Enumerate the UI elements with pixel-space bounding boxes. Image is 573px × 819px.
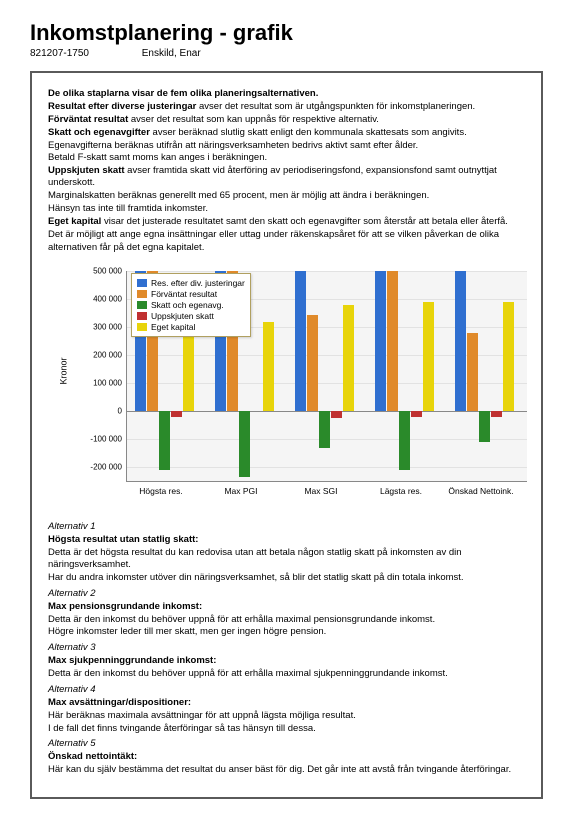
page-subhead: 821207-1750 Enskild, Enar	[30, 48, 543, 59]
intro-line: Skatt och egenavgifter avser beräknad sl…	[48, 127, 525, 139]
alt-text: Här beräknas maximala avsättningar för a…	[48, 710, 525, 722]
alt-head: Alternativ 3	[48, 642, 525, 654]
intro-line: alternativen får på det egna kapitalet.	[48, 242, 525, 254]
bar	[503, 302, 514, 411]
legend-swatch	[137, 279, 147, 287]
legend-swatch	[137, 290, 147, 298]
intro-line: Egenavgifterna beräknas utifrån att näri…	[48, 140, 525, 152]
legend-item: Res. efter div. justeringar	[137, 278, 245, 288]
alt-text: Detta är den inkomst du behöver uppnå fö…	[48, 668, 525, 680]
x-label: Högsta res.	[126, 486, 196, 496]
legend-item: Uppskjuten skatt	[137, 311, 245, 321]
alt-title: Högsta resultat utan statlig skatt:	[48, 534, 525, 546]
y-tick: 200 000	[84, 351, 122, 360]
y-tick: 0	[84, 407, 122, 416]
legend-label: Uppskjuten skatt	[151, 311, 214, 321]
bar	[387, 271, 398, 411]
legend-swatch	[137, 323, 147, 331]
alt-text: Detta är det högsta resultat du kan redo…	[48, 547, 525, 571]
legend-label: Skatt och egenavg.	[151, 300, 224, 310]
x-label: Lägsta res.	[366, 486, 436, 496]
alt-text: Högre inkomster leder till mer skatt, me…	[48, 626, 525, 638]
bar	[423, 302, 434, 411]
alt-title: Max sjukpenninggrundande inkomst:	[48, 655, 525, 667]
page-title: Inkomstplanering - grafik	[30, 20, 543, 46]
bar	[319, 411, 330, 447]
bar-group	[455, 271, 519, 481]
bar	[399, 411, 410, 470]
intro-title: De olika staplarna visar de fem olika pl…	[48, 88, 525, 100]
y-tick: -200 000	[84, 463, 122, 472]
bar	[411, 411, 422, 417]
bar-group	[295, 271, 359, 481]
alt-head: Alternativ 1	[48, 521, 525, 533]
legend-swatch	[137, 301, 147, 309]
bar	[455, 271, 466, 411]
intro-line: Marginalskatten beräknas generellt med 6…	[48, 190, 525, 202]
page: Inkomstplanering - grafik 821207-1750 En…	[0, 0, 573, 819]
intro-lines: Resultat efter diverse justeringar avser…	[48, 101, 525, 254]
intro-line: Förväntat resultat avser det resultat so…	[48, 114, 525, 126]
intro-line: Det är möjligt att ange egna insättninga…	[48, 229, 525, 241]
content-frame: De olika staplarna visar de fem olika pl…	[30, 71, 543, 799]
bar	[295, 271, 306, 411]
chart-legend: Res. efter div. justeringarFörväntat res…	[131, 273, 251, 337]
bar-group	[375, 271, 439, 481]
bar	[331, 411, 342, 418]
bar	[263, 322, 274, 412]
alt-text: I de fall det finns tvingande återföring…	[48, 723, 525, 735]
x-label: Max PGI	[206, 486, 276, 496]
bar	[343, 305, 354, 411]
y-tick: 300 000	[84, 323, 122, 332]
bar	[307, 315, 318, 412]
bar	[491, 411, 502, 417]
doc-name: Enskild, Enar	[142, 48, 201, 59]
bar	[479, 411, 490, 442]
legend-label: Eget kapital	[151, 322, 195, 332]
bar	[467, 333, 478, 411]
alt-text: Har du andra inkomster utöver din näring…	[48, 572, 525, 584]
legend-label: Res. efter div. justeringar	[151, 278, 245, 288]
bar-chart: Kronor 500 000400 000300 000200 000100 0…	[76, 271, 536, 511]
y-tick: -100 000	[84, 435, 122, 444]
alternatives-block: Alternativ 1Högsta resultat utan statlig…	[48, 521, 525, 776]
y-tick: 400 000	[84, 295, 122, 304]
bar	[375, 271, 386, 411]
legend-label: Förväntat resultat	[151, 289, 217, 299]
y-tick: 100 000	[84, 379, 122, 388]
x-label: Önskad Nettoink.	[446, 486, 516, 496]
y-axis-label: Kronor	[59, 358, 69, 385]
intro-line: Betald F-skatt samt moms kan anges i ber…	[48, 152, 525, 164]
legend-item: Skatt och egenavg.	[137, 300, 245, 310]
x-label: Max SGI	[286, 486, 356, 496]
intro-line: Uppskjuten skatt avser framtida skatt vi…	[48, 165, 525, 189]
alt-title: Max pensionsgrundande inkomst:	[48, 601, 525, 613]
intro-line: Resultat efter diverse justeringar avser…	[48, 101, 525, 113]
intro-block: De olika staplarna visar de fem olika pl…	[48, 88, 525, 253]
y-tick: 500 000	[84, 267, 122, 276]
alt-title: Önskad nettointäkt:	[48, 751, 525, 763]
legend-swatch	[137, 312, 147, 320]
intro-line: Hänsyn tas inte till framtida inkomster.	[48, 203, 525, 215]
bar	[159, 411, 170, 470]
bar	[239, 411, 250, 477]
intro-line: Eget kapital visar det justerade resulta…	[48, 216, 525, 228]
legend-item: Förväntat resultat	[137, 289, 245, 299]
alt-head: Alternativ 5	[48, 738, 525, 750]
alt-title: Max avsättningar/dispositioner:	[48, 697, 525, 709]
alt-head: Alternativ 4	[48, 684, 525, 696]
doc-id: 821207-1750	[30, 48, 89, 59]
alt-text: Detta är den inkomst du behöver uppnå fö…	[48, 614, 525, 626]
alt-head: Alternativ 2	[48, 588, 525, 600]
legend-item: Eget kapital	[137, 322, 245, 332]
bar	[171, 411, 182, 417]
